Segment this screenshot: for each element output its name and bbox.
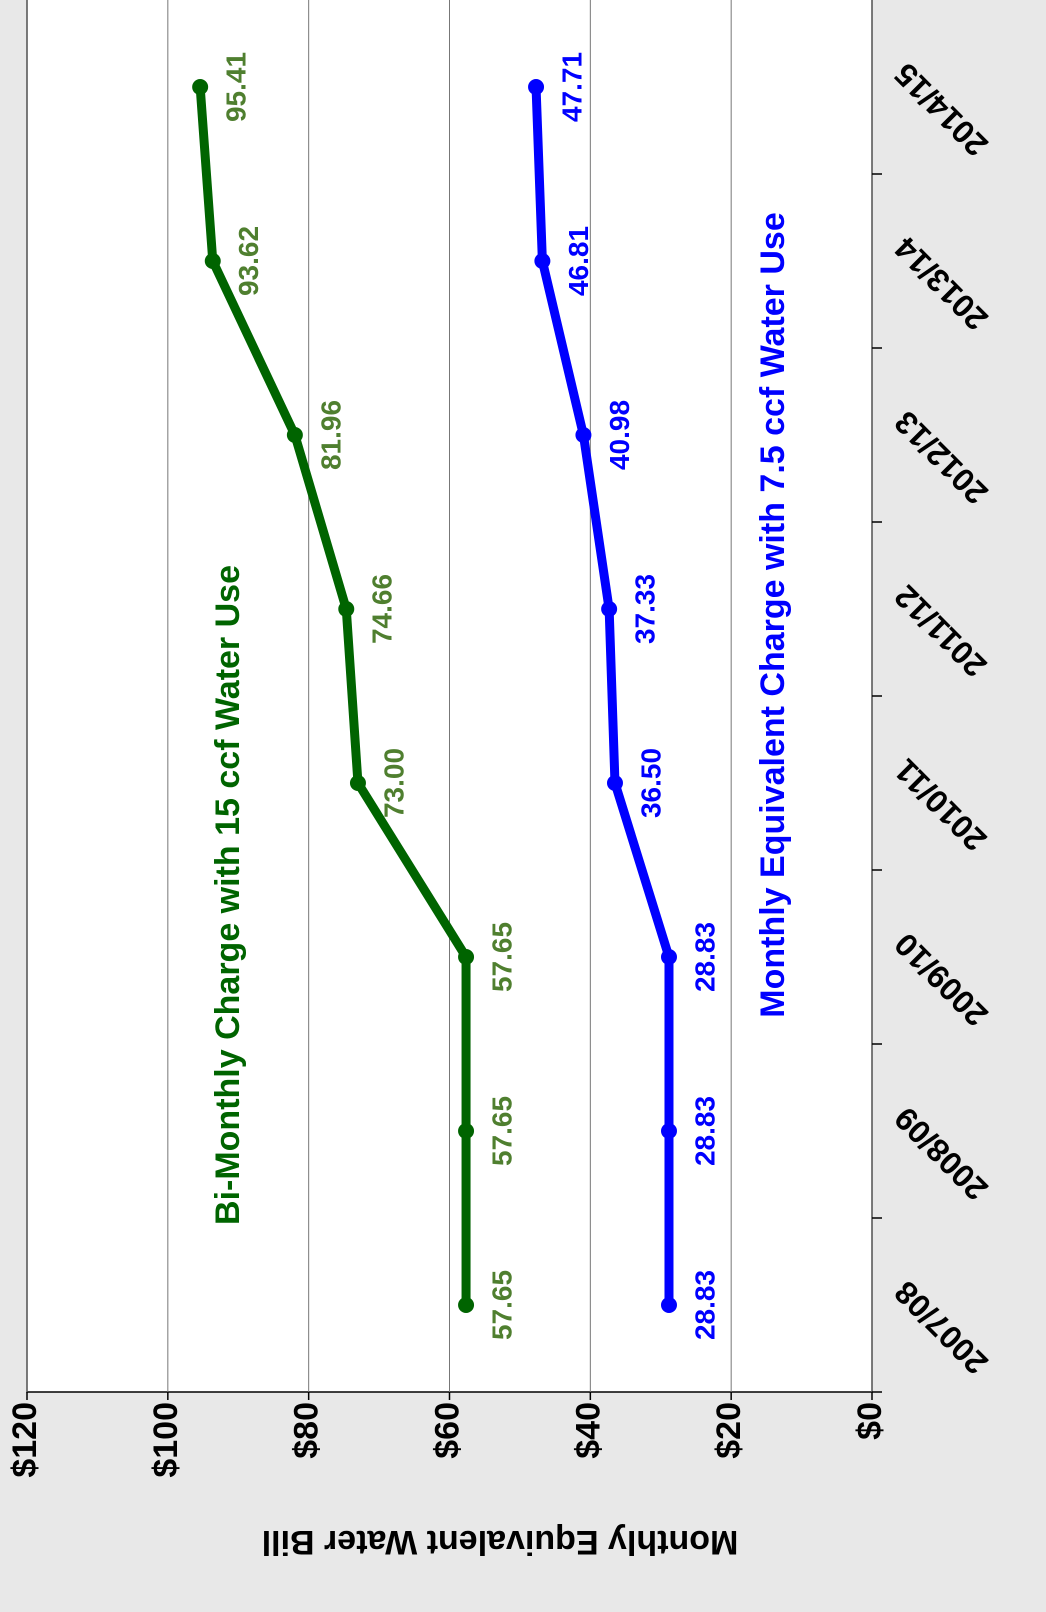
data-point	[458, 1297, 475, 1313]
y-tick-label: $20	[710, 1402, 748, 1459]
data-label: 36.50	[635, 748, 666, 818]
y-tick-label: $0	[851, 1402, 889, 1440]
data-point	[458, 1123, 475, 1139]
data-point	[601, 601, 618, 617]
y-tick-label: $80	[288, 1402, 326, 1459]
data-label: 28.83	[689, 1270, 720, 1340]
series-line	[195, 86, 471, 1305]
data-point	[606, 775, 623, 791]
data-label: 74.66	[367, 574, 398, 644]
data-point	[534, 253, 551, 269]
data-point	[660, 1123, 677, 1139]
data-label: 57.65	[486, 922, 517, 992]
data-label: 46.81	[563, 226, 594, 296]
data-label: 93.62	[233, 226, 264, 296]
y-tick-label: $60	[428, 1402, 466, 1459]
data-point	[575, 427, 592, 443]
y-axis-label: Monthly Equivalent Water Bill	[262, 1523, 739, 1561]
data-point	[660, 949, 677, 965]
y-tick-label: $120	[6, 1402, 44, 1478]
data-label: 73.00	[378, 748, 409, 818]
series-line	[531, 86, 674, 1305]
legend-label: Bi-Monthly Charge with 15 ccf Water Use	[209, 565, 247, 1225]
data-label: 40.98	[604, 400, 635, 470]
data-label: 57.65	[486, 1096, 517, 1166]
data-point	[338, 601, 355, 617]
data-label: 28.83	[689, 1096, 720, 1166]
legend-label: Monthly Equivalent Charge with 7.5 ccf W…	[754, 212, 792, 1017]
data-point	[192, 79, 209, 95]
data-point	[286, 427, 303, 443]
data-point	[349, 775, 366, 791]
data-label: 57.65	[486, 1270, 517, 1340]
y-tick-label: $100	[147, 1402, 185, 1478]
data-label: 47.71	[556, 52, 587, 122]
data-label: 28.83	[689, 922, 720, 992]
data-label: 95.41	[221, 52, 252, 122]
rotated-chart: Monthly Equivalent Water Bill $0 $20 $40 $6…	[6, 0, 995, 1561]
data-point	[660, 1297, 677, 1313]
data-point	[458, 949, 475, 965]
y-tick-label: $40	[569, 1402, 607, 1459]
data-label: 37.33	[630, 574, 661, 644]
data-point	[204, 253, 221, 269]
data-label: 81.96	[315, 400, 346, 470]
data-point	[528, 79, 545, 95]
